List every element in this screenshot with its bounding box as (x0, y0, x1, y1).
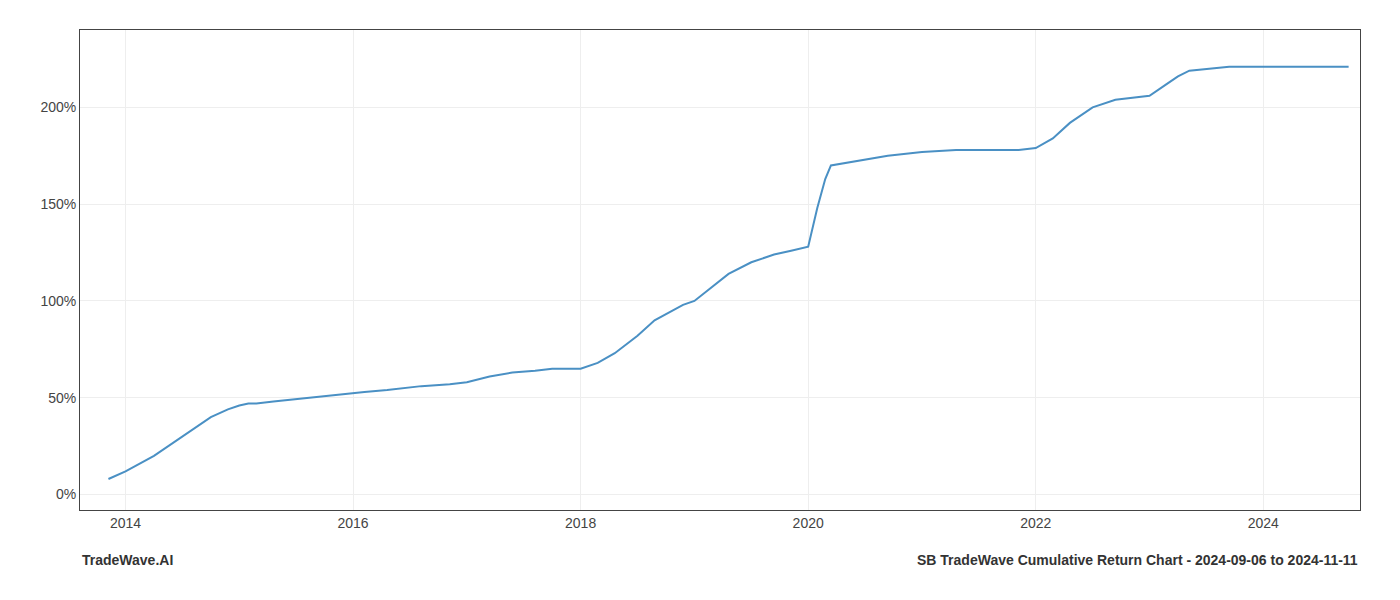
svg-text:50%: 50% (48, 390, 76, 406)
svg-text:2018: 2018 (565, 515, 596, 531)
svg-text:100%: 100% (40, 293, 76, 309)
svg-text:150%: 150% (40, 196, 76, 212)
svg-text:0%: 0% (56, 486, 76, 502)
svg-text:2016: 2016 (337, 515, 368, 531)
svg-text:SB TradeWave Cumulative Return: SB TradeWave Cumulative Return Chart - 2… (917, 552, 1358, 568)
svg-text:200%: 200% (40, 99, 76, 115)
svg-text:2014: 2014 (110, 515, 141, 531)
svg-text:2024: 2024 (1248, 515, 1279, 531)
svg-text:2022: 2022 (1020, 515, 1051, 531)
svg-text:2020: 2020 (793, 515, 824, 531)
svg-text:TradeWave.AI: TradeWave.AI (82, 552, 173, 568)
